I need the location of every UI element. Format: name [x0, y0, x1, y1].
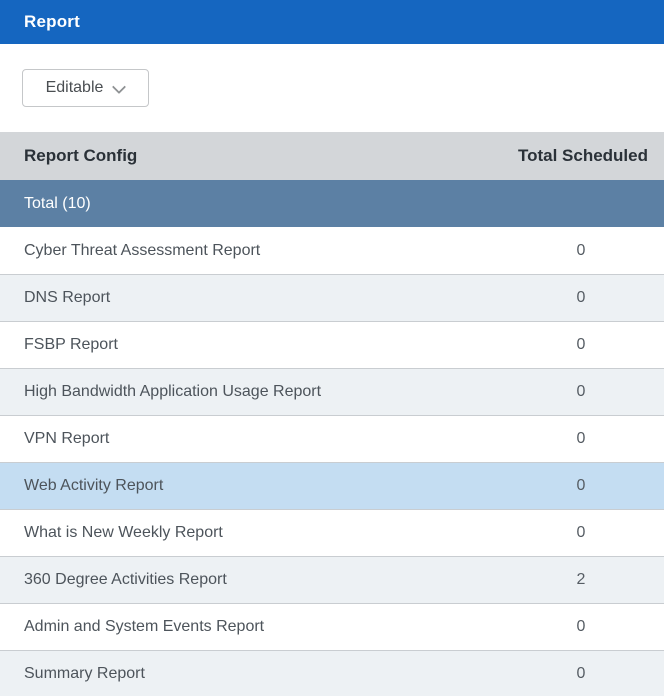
page-title: Report: [24, 12, 80, 31]
column-header-total-scheduled[interactable]: Total Scheduled: [517, 146, 648, 165]
table-row[interactable]: What is New Weekly Report 0: [0, 509, 664, 556]
column-header-report-config[interactable]: Report Config: [24, 146, 138, 165]
report-config-name: FSBP Report: [24, 336, 118, 353]
toolbar: Editable: [0, 44, 664, 132]
table-header-row: Report Config Total Scheduled: [0, 132, 664, 180]
total-scheduled-value: 0: [576, 618, 586, 635]
table-row[interactable]: DNS Report 0: [0, 274, 664, 321]
table-row[interactable]: Admin and System Events Report 0: [0, 603, 664, 650]
total-row-label: Total (10): [24, 194, 91, 212]
total-scheduled-value: 0: [576, 241, 586, 259]
total-scheduled-value: 2: [576, 571, 586, 588]
report-config-name: Admin and System Events Report: [24, 618, 265, 635]
table-row[interactable]: Cyber Threat Assessment Report 0: [0, 227, 664, 274]
report-config-name: Cyber Threat Assessment Report: [24, 241, 261, 259]
table-total-row: Total (10): [0, 180, 664, 227]
report-config-name: What is New Weekly Report: [24, 524, 223, 541]
table-row[interactable]: Summary Report 0: [0, 650, 664, 696]
report-config-name: High Bandwidth Application Usage Report: [24, 383, 322, 400]
chevron-down-icon: [114, 80, 125, 91]
total-scheduled-value: 0: [576, 430, 586, 447]
table-row[interactable]: High Bandwidth Application Usage Report …: [0, 368, 664, 415]
report-config-table: Report Config Total Scheduled Total (10)…: [0, 132, 664, 696]
table-row[interactable]: VPN Report 0: [0, 415, 664, 462]
report-config-name: 360 Degree Activities Report: [24, 571, 227, 588]
page-header: Report: [0, 0, 664, 44]
total-scheduled-value: 0: [576, 289, 586, 306]
table-body: Cyber Threat Assessment Report 0 DNS Rep…: [0, 227, 664, 696]
table-row[interactable]: FSBP Report 0: [0, 321, 664, 368]
total-scheduled-value: 0: [576, 524, 586, 541]
report-config-name: Web Activity Report: [24, 477, 164, 494]
total-scheduled-value: 0: [576, 336, 586, 353]
report-config-name: DNS Report: [24, 289, 111, 306]
editable-dropdown-button[interactable]: Editable: [22, 69, 149, 107]
total-scheduled-value: 0: [576, 477, 586, 494]
total-scheduled-value: 0: [576, 665, 586, 682]
editable-dropdown-label: Editable: [45, 79, 104, 96]
table-row[interactable]: 360 Degree Activities Report 2: [0, 556, 664, 603]
report-config-name: VPN Report: [24, 430, 110, 447]
total-scheduled-value: 0: [576, 383, 586, 400]
report-config-name: Summary Report: [24, 665, 145, 682]
table-row[interactable]: Web Activity Report 0: [0, 462, 664, 509]
